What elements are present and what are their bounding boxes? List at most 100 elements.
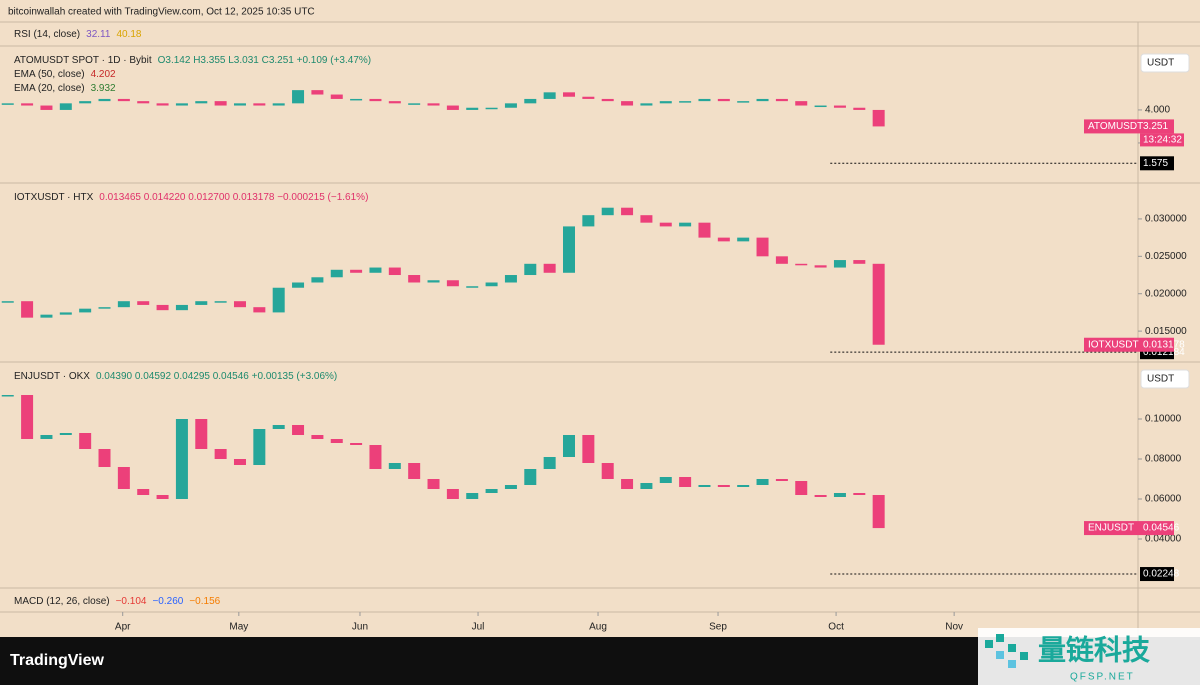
candle: [543, 457, 556, 469]
candle: [79, 433, 92, 449]
candle: [737, 485, 750, 487]
candle: [292, 282, 305, 288]
pane-legend: ENJUSDT · OKX 0.04390 0.04592 0.04295 0.0…: [14, 371, 337, 382]
candle: [253, 429, 266, 465]
candle: [117, 98, 130, 102]
candle: [195, 419, 208, 449]
candle: [40, 435, 53, 439]
candle: [195, 301, 208, 305]
watermark-title: 量链科技: [1038, 634, 1150, 665]
candle: [59, 103, 72, 110]
candle: [214, 301, 227, 303]
candle: [98, 307, 111, 309]
candle: [137, 301, 150, 305]
unit-label: USDT: [1147, 58, 1174, 69]
candle: [1, 301, 14, 303]
candle: [1, 103, 14, 105]
candle: [175, 103, 188, 106]
low-box: [1140, 567, 1174, 582]
candle: [872, 263, 885, 345]
candle: [814, 495, 827, 497]
pane-legend: IOTXUSDT · HTX 0.013465 0.014220 0.012700…: [14, 192, 368, 203]
y-tick-label: 0.015000: [1145, 326, 1187, 337]
candle: [117, 467, 130, 489]
candle: [79, 308, 92, 313]
y-tick-label: 0.020000: [1145, 288, 1187, 299]
candle: [853, 107, 866, 110]
candle: [756, 98, 769, 102]
candle: [504, 485, 517, 489]
y-tick-label: 0.04000: [1145, 534, 1182, 545]
rsi-legend: RSI (14, close) 32.11 40.18: [14, 29, 142, 40]
low-box: [1140, 156, 1174, 171]
candle: [40, 314, 53, 318]
y-tick-label: 0.10000: [1145, 414, 1182, 425]
candle: [272, 287, 285, 313]
candle: [330, 269, 343, 278]
low-label: 0.012184: [1143, 347, 1185, 358]
candle: [195, 101, 208, 104]
candle: [408, 103, 421, 105]
indicator-legend: EMA (50, close) 4.202: [14, 69, 116, 80]
candle: [563, 435, 575, 457]
candle: [79, 101, 92, 104]
x-tick-label: Apr: [115, 622, 131, 633]
candle: [272, 425, 285, 429]
quote: 0.013465 0.014220 0.012700 0.013178 −0.0…: [99, 192, 368, 203]
rsi-value: 40.18: [116, 29, 141, 40]
countdown: 13:24:32: [1143, 135, 1182, 146]
header: bitcoinwallah created with TradingView.c…: [8, 7, 315, 18]
watermark-box: [978, 628, 1200, 685]
candle: [640, 103, 653, 106]
candle: [98, 98, 111, 102]
candle: [137, 101, 150, 104]
indicator-name: EMA (20, close): [14, 83, 85, 94]
symbol-label: IOTXUSDT: [1088, 339, 1139, 350]
candle: [659, 101, 672, 104]
macd-legend: MACD (12, 26, close) −0.104 −0.260 −0.156: [14, 596, 221, 607]
candle: [292, 90, 305, 104]
candle: [466, 493, 479, 499]
candle: [369, 98, 382, 102]
candle: [330, 94, 343, 99]
indicator-name: EMA (50, close): [14, 69, 85, 80]
candle: [795, 263, 808, 266]
x-tick-label: Jun: [352, 622, 368, 633]
candle: [175, 419, 188, 499]
y-tick-label: 0.030000: [1145, 214, 1187, 225]
low-label: 0.02248: [1143, 569, 1180, 580]
candle: [756, 237, 769, 257]
candle: [659, 222, 672, 227]
candle: [311, 435, 324, 439]
unit-box: [1140, 369, 1190, 389]
x-tick-label: Sep: [709, 622, 727, 633]
candle: [408, 463, 421, 479]
candle: [698, 222, 711, 238]
candle: [233, 103, 246, 106]
candle: [21, 395, 34, 439]
last-price-box: [1084, 337, 1174, 352]
candle: [21, 103, 34, 106]
candle: [504, 103, 517, 108]
candle: [350, 98, 363, 101]
macd-value: −0.260: [152, 596, 183, 607]
candle: [679, 477, 692, 487]
candle: [775, 98, 788, 102]
candle: [756, 479, 769, 485]
candle: [21, 301, 34, 318]
candle: [543, 92, 556, 99]
candle: [214, 101, 227, 106]
indicator-legend: EMA (20, close) 3.932: [14, 83, 116, 94]
candle: [350, 443, 363, 445]
candle: [388, 101, 401, 104]
y-tick-label: 4.000: [1145, 105, 1170, 116]
candle: [601, 98, 614, 102]
pane-legend: ATOMUSDT SPOT · 1D · Bybit O3.142 H3.355 …: [14, 55, 371, 66]
candle: [737, 101, 750, 103]
last-price-box: [1084, 119, 1174, 134]
candle: [698, 98, 711, 102]
candle: [814, 105, 827, 108]
candle: [233, 301, 246, 308]
